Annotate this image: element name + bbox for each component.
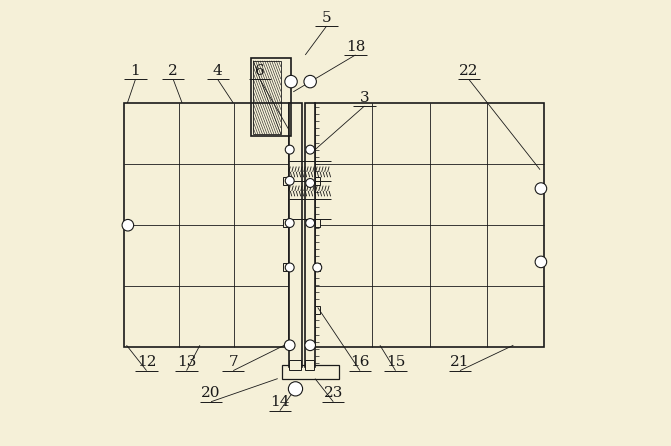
- Circle shape: [285, 263, 294, 272]
- Circle shape: [306, 145, 315, 154]
- Bar: [283, 264, 289, 272]
- Bar: [315, 103, 544, 347]
- Text: 6: 6: [255, 64, 265, 78]
- Bar: [251, 58, 291, 136]
- Bar: [289, 360, 301, 370]
- Text: 2: 2: [168, 64, 178, 78]
- Text: 7: 7: [228, 355, 238, 369]
- Bar: [315, 219, 320, 227]
- Text: 12: 12: [137, 355, 156, 369]
- Text: 14: 14: [270, 395, 290, 409]
- Bar: [282, 365, 339, 379]
- Circle shape: [285, 145, 294, 154]
- Circle shape: [535, 183, 547, 194]
- Circle shape: [289, 382, 303, 396]
- Text: 15: 15: [386, 355, 405, 369]
- Circle shape: [304, 75, 317, 88]
- Bar: [283, 177, 289, 185]
- Circle shape: [285, 176, 294, 185]
- Text: 5: 5: [322, 11, 331, 25]
- Circle shape: [122, 219, 134, 231]
- Text: 13: 13: [177, 355, 196, 369]
- Bar: [305, 360, 314, 370]
- Circle shape: [535, 256, 547, 268]
- Circle shape: [285, 75, 297, 88]
- Bar: [315, 306, 320, 314]
- Bar: [283, 219, 289, 227]
- Circle shape: [313, 263, 321, 272]
- Bar: [315, 177, 320, 185]
- Circle shape: [285, 340, 295, 351]
- Text: 1: 1: [131, 64, 140, 78]
- Bar: [253, 61, 280, 134]
- Text: 18: 18: [346, 40, 365, 54]
- Text: 21: 21: [450, 355, 470, 369]
- Text: 16: 16: [350, 355, 370, 369]
- Bar: [315, 264, 320, 272]
- Circle shape: [306, 219, 315, 227]
- Text: 4: 4: [213, 64, 223, 78]
- Circle shape: [285, 219, 294, 227]
- Bar: [289, 103, 302, 368]
- Bar: [305, 103, 315, 368]
- Text: 22: 22: [459, 64, 478, 78]
- Circle shape: [306, 178, 315, 187]
- Text: 3: 3: [360, 91, 369, 105]
- Text: 23: 23: [323, 386, 343, 401]
- Circle shape: [305, 340, 315, 351]
- Text: 20: 20: [201, 386, 221, 401]
- Bar: [124, 103, 289, 347]
